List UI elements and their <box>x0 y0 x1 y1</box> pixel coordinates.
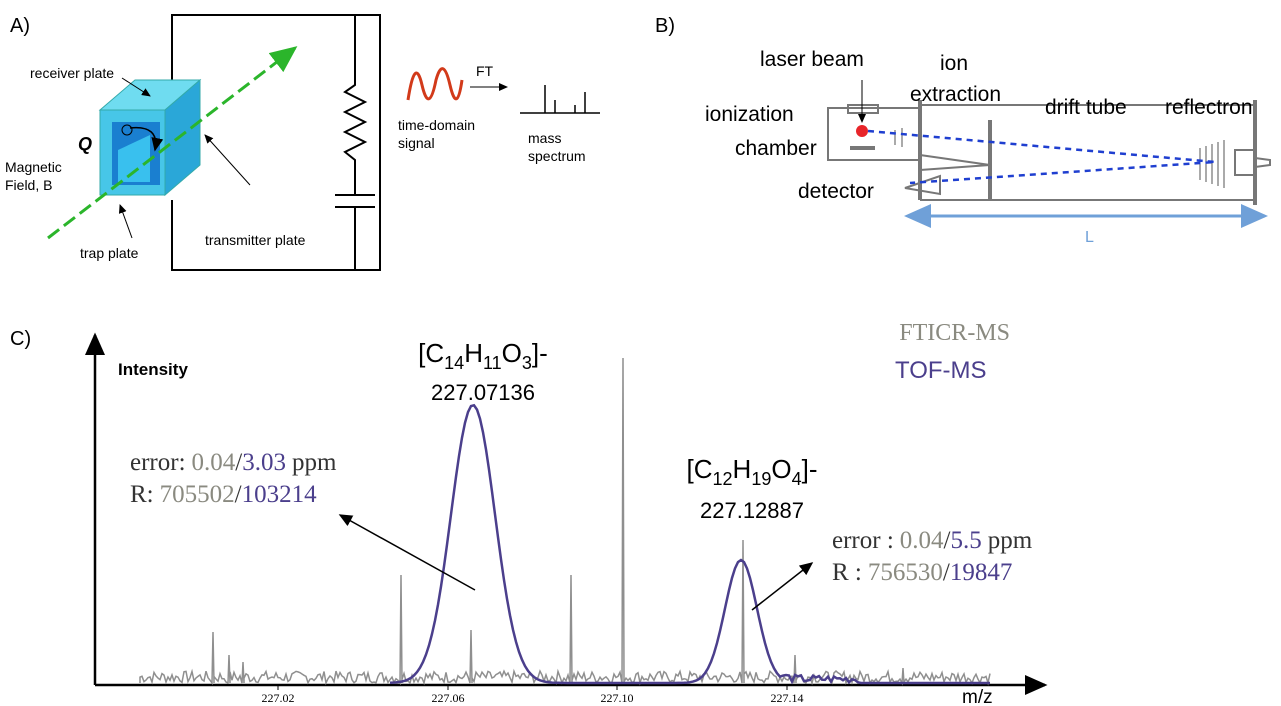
formula-part: H <box>733 454 752 484</box>
subscript: 14 <box>444 353 464 373</box>
label: FT <box>476 63 494 79</box>
annotation-part: 0.04 <box>900 527 944 554</box>
annotation-part: 5.5 <box>950 527 981 554</box>
panel-b: B) L laser beam ion extraction ionizatio… <box>655 15 1271 246</box>
formula-part: H <box>464 338 483 368</box>
x-tick-label: 227.06 <box>432 691 465 705</box>
annotation-part: ppm <box>988 527 1033 554</box>
x-axis-label: m/z <box>962 687 993 706</box>
x-tick-label: 227.10 <box>601 691 634 705</box>
annotation-part: / <box>235 449 242 476</box>
fticr-spectrum <box>139 357 991 686</box>
annotation-part: / <box>235 481 242 508</box>
label: detector <box>798 180 874 203</box>
label: signal <box>398 135 435 151</box>
annotation-part: 0.04 <box>192 449 236 476</box>
formula-part: [C <box>418 338 444 368</box>
label: ion <box>940 52 968 75</box>
formula-part: ]- <box>802 454 818 484</box>
panel-label: A) <box>10 15 30 37</box>
legend-entry: TOF-MS <box>895 357 987 384</box>
error-label: error: 0.04/3.03 ppm <box>130 449 337 476</box>
label: trap plate <box>80 245 139 261</box>
annotation-part: 756530 <box>868 559 943 586</box>
label: drift tube <box>1045 96 1127 119</box>
annotation-part: error: <box>130 449 186 476</box>
x-tick-label: 227.02 <box>262 691 295 705</box>
formula-part: O <box>502 338 522 368</box>
label: receiver plate <box>30 65 114 81</box>
formula-part: O <box>771 454 791 484</box>
annotation-part: 3.03 <box>242 449 286 476</box>
panel-label: C) <box>10 328 31 350</box>
subscript: 11 <box>483 353 502 373</box>
x-tick-label: 227.14 <box>771 691 804 705</box>
resolution-label: R: 705502/103214 <box>130 481 317 508</box>
annotation-part: 19847 <box>950 559 1013 586</box>
tof-spectrum <box>389 403 990 685</box>
panel-c: C) Intensity m/z FTICR-MS TOF-MS 227.02 2… <box>10 320 1048 706</box>
annotation-part: R: <box>130 481 154 508</box>
annotation-part: R : <box>832 559 862 586</box>
label: ionization <box>705 103 794 126</box>
annotation-part: error : <box>832 527 894 554</box>
label: Magnetic <box>5 159 62 175</box>
label: chamber <box>735 137 817 160</box>
label: Q <box>78 134 92 154</box>
resolution-label: R :756530/19847 <box>832 559 1012 586</box>
label: Field, B <box>5 177 52 193</box>
subscript: 19 <box>751 469 771 489</box>
subscript: 4 <box>792 469 802 489</box>
annotation-part: 103214 <box>242 481 318 508</box>
formula: [C14H11O3]- <box>418 338 548 373</box>
label: extraction <box>910 83 1001 106</box>
label: spectrum <box>528 148 586 164</box>
formula: [C12H19O4]- <box>687 454 818 489</box>
legend-entry: FTICR-MS <box>899 320 1010 346</box>
annotation-part: 705502 <box>160 481 235 508</box>
mz-label: 227.07136 <box>431 380 535 405</box>
formula-part: ]- <box>532 338 548 368</box>
label: L <box>1085 229 1094 246</box>
label: laser beam <box>760 48 864 71</box>
label: mass <box>528 130 561 146</box>
annotation-part: ppm <box>292 449 337 476</box>
label: reflectron <box>1165 96 1253 119</box>
error-label: error :0.04/5.5 ppm <box>832 527 1033 554</box>
mz-label: 227.12887 <box>700 498 804 523</box>
panel-label: B) <box>655 15 675 37</box>
subscript: 3 <box>522 353 532 373</box>
label: transmitter plate <box>205 232 306 248</box>
y-axis-label: Intensity <box>118 360 188 379</box>
annotation-part: / <box>944 527 951 554</box>
subscript: 12 <box>713 469 733 489</box>
formula-part: [C <box>687 454 713 484</box>
annotation-part: / <box>943 559 950 586</box>
label: time-domain <box>398 117 475 133</box>
panel-a: A) receiver plate Q Magnetic Field, B tr… <box>5 14 600 271</box>
